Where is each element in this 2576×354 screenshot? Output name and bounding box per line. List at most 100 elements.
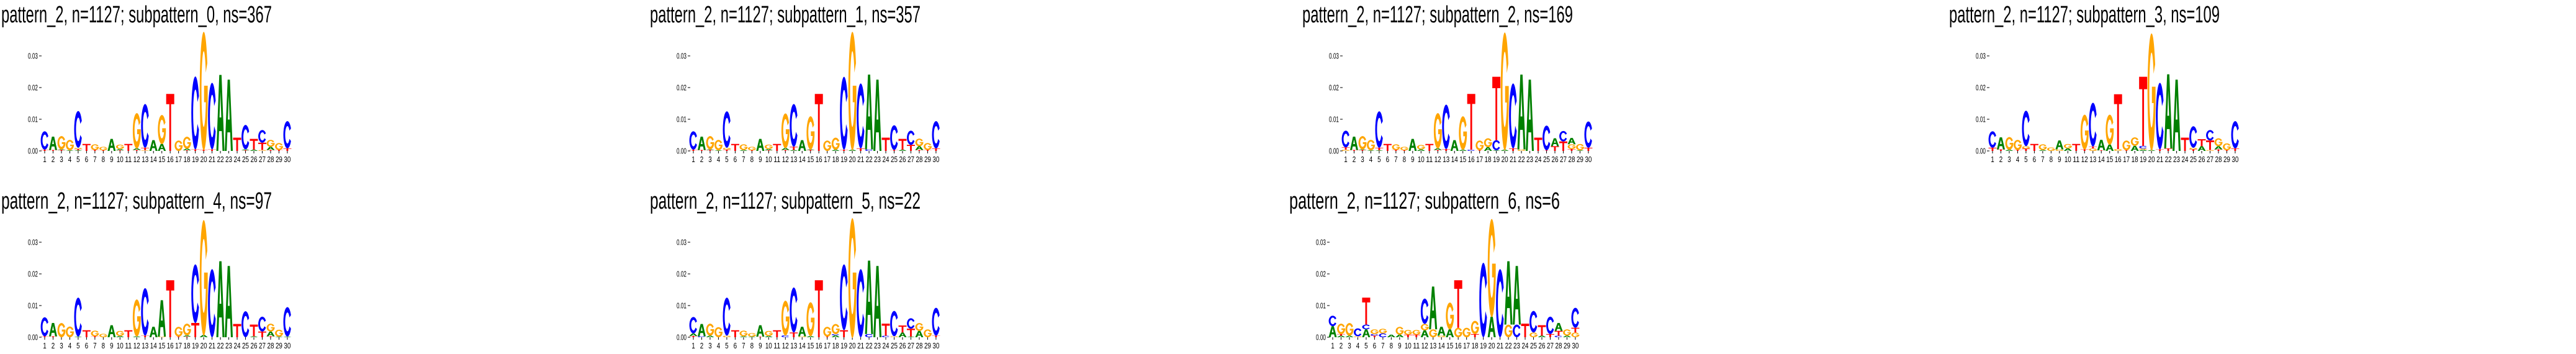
x-tick-label: 10 xyxy=(2065,155,2071,164)
x-tick-label: 3 xyxy=(1348,341,1351,350)
logo-letter-T xyxy=(731,330,739,337)
logo-letter-T xyxy=(1571,327,1580,333)
x-tick-label: 27 xyxy=(907,341,914,350)
logo-letter-C xyxy=(723,111,731,148)
logo-letter-A xyxy=(1450,140,1459,151)
logo-letter-G xyxy=(1517,149,1526,152)
logo-letter-G xyxy=(158,115,166,145)
logo-letter-T xyxy=(1584,147,1593,151)
x-tick-label: 27 xyxy=(2207,155,2213,164)
logo-letter-G xyxy=(174,327,183,337)
logo-letter-C xyxy=(241,311,250,337)
logo-letter-G xyxy=(1454,327,1462,338)
logo-letter-A xyxy=(873,79,882,151)
x-tick-label: 16 xyxy=(167,341,174,350)
logo-letter-G xyxy=(1484,138,1492,147)
logo-letter-G xyxy=(2089,148,2097,152)
logo-letter-A xyxy=(1575,150,1584,151)
logo-letter-C xyxy=(698,336,706,337)
logo-letter-G xyxy=(182,137,191,149)
logo-letter-G xyxy=(2206,150,2214,152)
x-tick-label: 7 xyxy=(93,155,97,164)
logo-letter-T xyxy=(2205,140,2214,150)
x-tick-label: 28 xyxy=(267,155,274,164)
x-tick-label: 9 xyxy=(110,155,114,164)
logo-letter-A xyxy=(831,335,840,337)
x-tick-label: 28 xyxy=(267,341,274,350)
logo-letter-G xyxy=(74,147,83,149)
logo-letter-T xyxy=(2181,137,2189,151)
logo-letter-T xyxy=(814,280,823,337)
x-tick-label: 8 xyxy=(1390,341,1394,350)
logo-letter-A xyxy=(1395,334,1404,337)
x-tick-label: 25 xyxy=(891,341,898,350)
x-tick-label: 6 xyxy=(734,341,737,350)
logo-letter-A xyxy=(1554,323,1563,331)
x-tick-label: 14 xyxy=(1451,155,1458,164)
logo-letter-T xyxy=(208,149,217,151)
x-tick-label: 27 xyxy=(259,341,266,350)
logo-letter-A xyxy=(2105,144,2114,151)
x-tick-label: 10 xyxy=(1418,155,1425,164)
logo-letter-A xyxy=(1562,335,1571,337)
logo-letter-C xyxy=(283,121,291,148)
logo-letter-T xyxy=(233,137,241,151)
x-tick-label: 4 xyxy=(68,341,72,350)
logo-letter-T xyxy=(74,148,83,150)
x-tick-label: 30 xyxy=(284,155,290,164)
logo-letter-A xyxy=(764,335,773,337)
y-tick-label: 0.02 xyxy=(28,270,38,279)
x-tick-label: 15 xyxy=(807,341,814,350)
logo-letter-G xyxy=(1567,144,1576,149)
logo-letter-C xyxy=(840,76,848,150)
y-tick-label: 0.00 xyxy=(1316,333,1326,342)
logo-letter-C xyxy=(881,335,889,337)
logo-letter-C xyxy=(1479,263,1487,337)
logo-letter-A xyxy=(764,148,773,150)
x-tick-label: 27 xyxy=(1547,341,1554,350)
logo-letter-A xyxy=(107,138,116,151)
x-tick-label: 9 xyxy=(2058,155,2061,164)
y-tick-label: 0.03 xyxy=(1316,238,1326,247)
logo-letter-T xyxy=(1554,330,1563,336)
x-tick-label: 23 xyxy=(874,341,881,350)
logo-letter-A xyxy=(1446,329,1454,337)
chart-title: pattern_2, n=1127; subpattern_5, ns=22 xyxy=(650,188,921,214)
logo-letter-A xyxy=(149,327,158,337)
logo-letter-C xyxy=(857,83,865,148)
logo-letter-G xyxy=(258,150,266,152)
logo-letter-A xyxy=(1526,79,1534,151)
logo-letter-A xyxy=(250,336,258,337)
x-tick-label: 19 xyxy=(1493,155,1500,164)
y-tick-label: 0.00 xyxy=(1329,147,1339,156)
x-tick-label: 5 xyxy=(2024,155,2028,164)
x-tick-label: 12 xyxy=(782,155,789,164)
x-tick-label: 11 xyxy=(125,341,132,350)
logo-letter-A xyxy=(2063,148,2072,151)
logo-letter-T xyxy=(141,335,150,337)
logo-letter-A xyxy=(216,75,225,151)
logo-letter-A xyxy=(873,266,882,337)
x-tick-label: 26 xyxy=(1539,341,1546,350)
logo-letter-T xyxy=(1559,141,1567,151)
logo-letter-T xyxy=(132,150,141,151)
x-tick-label: 7 xyxy=(742,341,745,350)
x-tick-label: 5 xyxy=(1377,155,1381,164)
logo-letter-C xyxy=(907,318,915,329)
x-tick-label: 16 xyxy=(2115,155,2122,164)
x-tick-label: 27 xyxy=(259,155,266,164)
logo-letter-A xyxy=(1336,335,1345,337)
logo-letter-G xyxy=(723,147,731,150)
logo-letter-T xyxy=(773,330,781,337)
x-tick-label: 19 xyxy=(840,341,847,350)
logo-letter-T xyxy=(881,324,890,336)
logo-letter-A xyxy=(1504,261,1513,325)
logo-letter-A xyxy=(225,266,233,337)
logo-letter-C xyxy=(790,104,798,147)
x-tick-label: 13 xyxy=(1443,155,1449,164)
logo-letter-T xyxy=(182,150,191,151)
logo-letter-C xyxy=(790,287,798,333)
logo-letter-G xyxy=(1416,145,1425,150)
logo-letter-A xyxy=(1551,138,1559,147)
logo-letter-G xyxy=(1487,219,1496,317)
